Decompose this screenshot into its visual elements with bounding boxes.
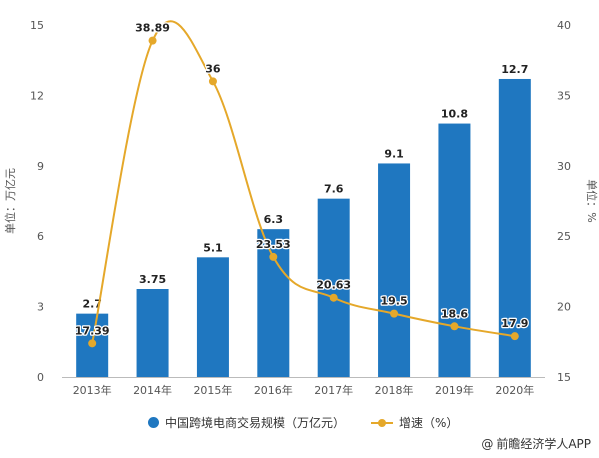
legend-item-line[interactable]: 增速（%）: [371, 414, 458, 431]
bar: [257, 229, 290, 377]
legend-item-bar[interactable]: 中国跨境电商交易规模（万亿元）: [148, 414, 345, 431]
line-point: [390, 309, 399, 318]
legend-line-marker: [371, 417, 394, 428]
line-point: [208, 77, 217, 86]
right-tick-label: 40: [557, 19, 571, 32]
line-series: [88, 20, 519, 348]
line-point: [510, 332, 519, 341]
line-value-label: 17.9: [501, 317, 528, 330]
bar: [196, 257, 229, 377]
at-icon: @: [481, 436, 494, 451]
left-tick-label: 3: [37, 301, 44, 314]
x-tick-label: 2014年: [133, 383, 172, 397]
bar-value-label: 2.7: [82, 298, 102, 311]
left-tick-label: 12: [30, 89, 44, 102]
x-axis-ticks: 2013年 2014年 2015年 2016年 2017年 2018年 2019年 2020年: [73, 383, 535, 397]
left-tick-label: 9: [37, 160, 44, 173]
bar: [317, 198, 350, 377]
bar-value-label: 3.75: [139, 273, 166, 286]
bar-value-label: 7.6: [324, 183, 344, 196]
bar: [136, 289, 169, 377]
left-axis-title: 单位：万亿元: [3, 168, 17, 234]
bar: [378, 163, 411, 377]
line-value-label: 36: [205, 62, 221, 75]
bar-series: [76, 78, 531, 378]
bar-value-label: 10.8: [441, 108, 468, 121]
source-credit: @ 前瞻经济学人APP: [481, 435, 591, 452]
legend-bar-marker: [148, 417, 159, 428]
line-value-label: 18.6: [441, 307, 468, 320]
right-axis-ticks: 15 20 25 30 35 40: [557, 19, 571, 384]
bar-value-label: 6.3: [264, 213, 284, 226]
legend-bar-label: 中国跨境电商交易规模（万亿元）: [165, 416, 346, 430]
left-tick-label: 0: [37, 371, 44, 384]
line-point: [450, 322, 459, 331]
left-tick-label: 6: [37, 230, 44, 243]
growth-line: [91, 20, 515, 344]
bar-value-label: 9.1: [384, 147, 404, 160]
right-tick-label: 25: [557, 230, 571, 243]
line-value-label: 17.39: [75, 324, 110, 337]
x-tick-label: 2017年: [314, 383, 353, 397]
bar-value-label: 12.7: [501, 63, 528, 76]
right-tick-label: 30: [557, 160, 571, 173]
source-text: 前瞻经济学人APP: [496, 437, 591, 451]
bar-data-labels: 2.7 3.75 5.1 6.3 7.6 9.1 10.8 12.7: [82, 63, 528, 311]
line-value-label: 20.63: [316, 279, 351, 292]
right-tick-label: 35: [557, 89, 571, 102]
line-point: [269, 252, 278, 261]
legend-line-label: 增速（%）: [399, 416, 459, 430]
x-tick-label: 2015年: [193, 383, 232, 397]
line-value-label: 38.89: [135, 22, 170, 35]
bar: [498, 78, 531, 378]
right-tick-label: 15: [557, 371, 571, 384]
left-axis-ticks: 0 3 6 9 12 15: [30, 19, 44, 384]
x-tick-label: 2019年: [435, 383, 474, 397]
bar: [438, 123, 471, 377]
right-tick-label: 20: [557, 301, 571, 314]
left-tick-label: 15: [30, 19, 44, 32]
right-axis-title: 单位：%: [585, 179, 599, 222]
x-tick-label: 2013年: [73, 383, 112, 397]
x-tick-label: 2020年: [495, 383, 534, 397]
legend: 中国跨境电商交易规模（万亿元） 增速（%）: [148, 414, 484, 431]
line-point: [88, 339, 97, 348]
line-value-label: 19.5: [380, 295, 407, 308]
x-tick-label: 2016年: [254, 383, 293, 397]
line-value-label: 23.53: [256, 238, 291, 251]
x-tick-label: 2018年: [375, 383, 414, 397]
line-point: [329, 293, 338, 302]
line-data-labels: 17.39 38.89 36 23.53 20.63 19.5 18.6 17.9: [74, 20, 530, 338]
line-point: [148, 36, 157, 45]
bar-value-label: 5.1: [203, 241, 223, 254]
